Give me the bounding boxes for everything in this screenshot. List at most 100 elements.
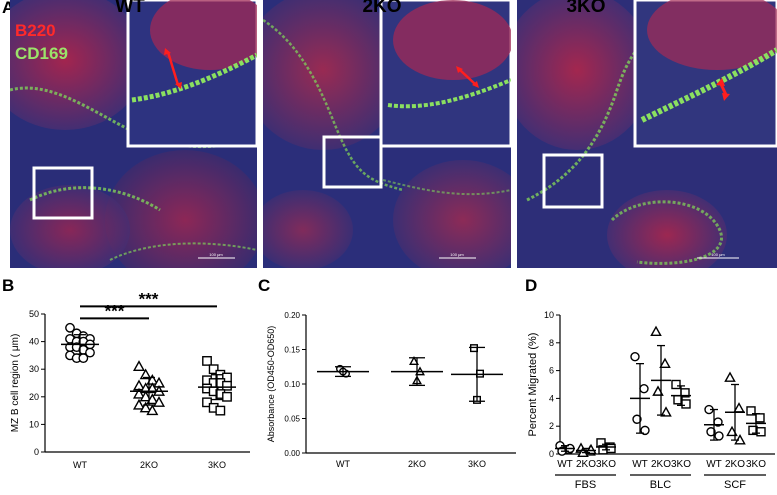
data-point (659, 357, 671, 369)
y-tick-label: 0.10 (284, 380, 300, 389)
data-point (132, 387, 146, 399)
x-category-label: 3KO (596, 459, 616, 470)
data-point (152, 396, 166, 407)
data-point (208, 364, 219, 375)
data-point (606, 443, 616, 454)
data-point (755, 413, 765, 423)
x-category-label: WT (73, 460, 87, 470)
data-point (409, 355, 419, 365)
data-point (632, 414, 642, 424)
x-category-label: 3KO (468, 459, 486, 469)
y-tick-label: 0 (549, 449, 554, 459)
data-point (726, 425, 738, 437)
micrograph-wt: 100 μm (10, 0, 257, 268)
scalebar-label-wt: 100 μm (209, 252, 223, 257)
chart-c-svg: 0.00 0.05 0.10 0.15 0.20 Absorbance (OD450-OD… (266, 311, 516, 469)
stain-label-b220: B220 (15, 21, 56, 40)
data-point (714, 431, 724, 441)
data-point (724, 371, 736, 382)
data-point (132, 360, 146, 372)
chart-d: 0 2 4 6 8 10 Percent Migrated (%) WT 2KO 3KO WT 2KO… (520, 285, 777, 495)
scalebar-label-3ko: 100 μm (711, 252, 725, 257)
data-point (146, 393, 159, 405)
y-tick-label: 40 (29, 337, 39, 347)
y-tick-label: 10 (544, 310, 554, 320)
data-point (639, 383, 649, 394)
data-point (640, 425, 650, 436)
chart-b-svg: 0 10 20 30 40 50 MZ B cell region ( μm) WT 2KO 3K… (10, 289, 250, 470)
group-label: FBS (575, 479, 596, 490)
chart-b: 0 10 20 30 40 50 MZ B cell region ( μm) WT 2KO 3K… (0, 285, 258, 495)
data-point (222, 391, 232, 402)
data-point (746, 406, 756, 416)
y-tick-label: 0.00 (284, 449, 300, 458)
group-label: SCF (724, 479, 746, 490)
data-point (139, 390, 152, 402)
stain-label-cd169: CD169 (15, 44, 68, 63)
x-category-label: 3KO (208, 460, 226, 470)
data-point (202, 356, 212, 366)
data-point (671, 379, 681, 390)
y-tick-label: 0.20 (284, 311, 300, 320)
data-point (65, 322, 75, 333)
x-category-label: 2KO (140, 460, 158, 470)
data-point (652, 385, 664, 396)
scalebar-label-2ko: 100 μm (450, 252, 464, 257)
y-tick-label: 50 (29, 309, 39, 319)
y-tick-label: 2 (549, 421, 554, 431)
y-tick-label: 0.15 (284, 346, 300, 355)
x-category-label: 2KO (651, 459, 671, 470)
x-category-label: 2KO (576, 459, 596, 470)
y-axis-label: MZ B cell region ( μm) (10, 334, 21, 433)
x-category-label: WT (557, 459, 573, 470)
y-tick-label: 10 (29, 419, 39, 429)
y-tick-label: 0.05 (284, 415, 300, 424)
data-point (660, 406, 672, 417)
data-point (681, 399, 691, 409)
x-category-label: WT (632, 459, 648, 470)
data-point (139, 368, 152, 380)
micrograph-title-3ko: 3KO (566, 0, 606, 17)
micrograph-title-2ko: 2KO (362, 0, 402, 17)
data-point (146, 382, 159, 394)
x-category-label: 2KO (408, 459, 426, 469)
data-point (146, 404, 159, 416)
panel-b-label: B (2, 276, 15, 295)
data-point (202, 397, 212, 408)
micrograph-title-wt: WT (115, 0, 145, 17)
y-tick-label: 8 (549, 338, 554, 348)
data-point (85, 347, 95, 358)
data-point (215, 405, 226, 416)
y-tick-label: 20 (29, 392, 39, 402)
y-axis-label: Absorbance (OD450-OD650) (266, 326, 276, 443)
x-category-label: WT (336, 459, 350, 469)
y-axis-label: Percent Migrated (%) (527, 333, 539, 437)
data-point (132, 398, 146, 410)
data-point (585, 443, 597, 455)
group-label: BLC (650, 479, 671, 490)
micrograph-3ko: 100 μm (517, 0, 777, 268)
y-tick-label: 4 (549, 393, 554, 403)
data-point (756, 427, 766, 437)
x-category-label: 3KO (746, 459, 766, 470)
data-point (469, 344, 478, 353)
y-tick-label: 30 (29, 364, 39, 374)
significance-stars: *** (105, 301, 125, 320)
y-tick-label: 6 (549, 366, 554, 376)
data-point (78, 353, 89, 364)
chart-c: 0.00 0.05 0.10 0.15 0.20 Absorbance (OD450-OD… (258, 285, 520, 495)
data-point (630, 351, 640, 362)
panel-d-label: D (525, 276, 538, 295)
data-point (650, 325, 662, 337)
panel-c-label: C (258, 276, 271, 295)
data-point (706, 427, 716, 437)
micrograph-2ko: 100 μm (263, 0, 511, 268)
data-point (139, 401, 152, 413)
data-point (222, 380, 232, 391)
data-point (733, 402, 745, 413)
y-tick-label: 0 (34, 447, 39, 457)
x-category-label: WT (706, 459, 722, 470)
x-category-label: 3KO (671, 459, 691, 470)
significance-stars: *** (139, 289, 159, 308)
